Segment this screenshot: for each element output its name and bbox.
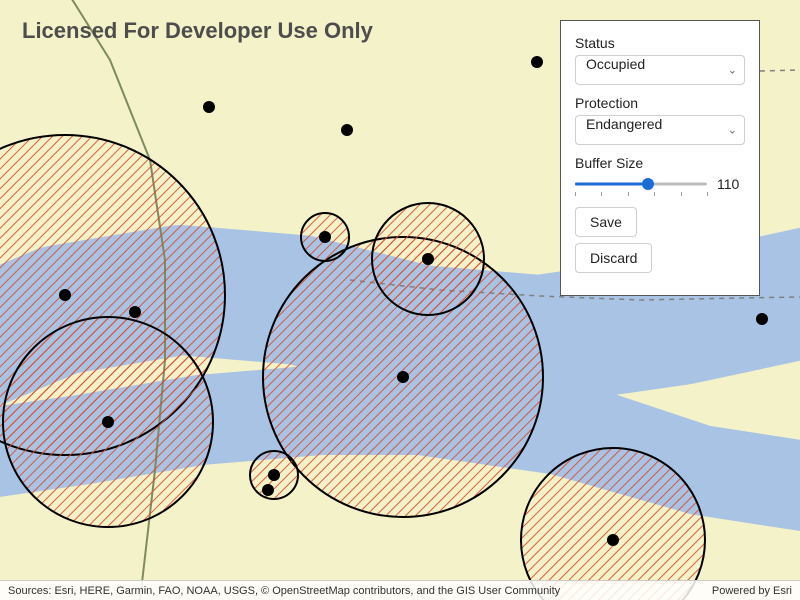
buffer-size-slider[interactable] <box>575 175 707 193</box>
feature-point[interactable] <box>262 484 274 496</box>
attribution-bar: Sources: Esri, HERE, Garmin, FAO, NOAA, … <box>0 580 800 600</box>
save-button[interactable]: Save <box>575 207 637 237</box>
feature-point[interactable] <box>531 56 543 68</box>
buffer-size-label: Buffer Size <box>575 155 745 171</box>
feature-point[interactable] <box>341 124 353 136</box>
attribution-text: Sources: Esri, HERE, Garmin, FAO, NOAA, … <box>8 585 560 597</box>
status-label: Status <box>575 35 745 51</box>
feature-point[interactable] <box>129 306 141 318</box>
powered-by-text[interactable]: Powered by Esri <box>712 585 792 597</box>
discard-button[interactable]: Discard <box>575 243 652 273</box>
feature-point[interactable] <box>422 253 434 265</box>
feature-point[interactable] <box>607 534 619 546</box>
status-select[interactable]: Occupied ⌄ <box>575 55 745 85</box>
feature-point[interactable] <box>203 101 215 113</box>
buffer-size-value: 110 <box>717 176 745 192</box>
protection-label: Protection <box>575 95 745 111</box>
feature-point[interactable] <box>102 416 114 428</box>
feature-point[interactable] <box>268 469 280 481</box>
feature-point[interactable] <box>319 231 331 243</box>
feature-point[interactable] <box>59 289 71 301</box>
feature-point[interactable] <box>397 371 409 383</box>
feature-point[interactable] <box>756 313 768 325</box>
edit-panel: Status Occupied ⌄ Protection Endangered … <box>560 20 760 296</box>
slider-thumb[interactable] <box>642 178 654 190</box>
protection-select[interactable]: Endangered ⌄ <box>575 115 745 145</box>
